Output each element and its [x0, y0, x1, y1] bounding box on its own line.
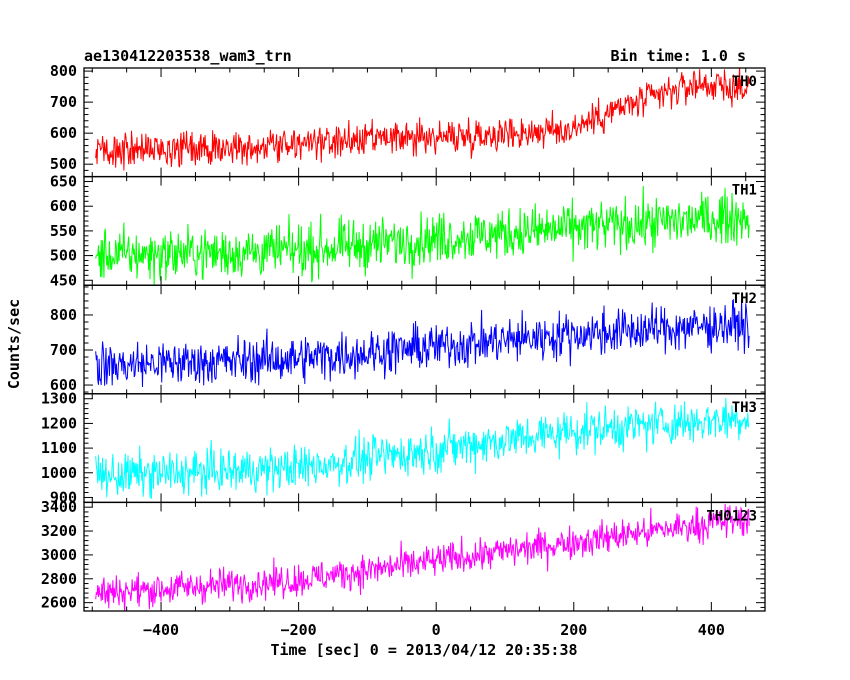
y-tick-label: 450 [50, 271, 77, 289]
y-tick-label: 2800 [41, 570, 77, 588]
x-axis-title: Time [sec] 0 = 2013/04/12 20:35:38 [270, 641, 577, 659]
y-tick-label: 1000 [41, 464, 77, 482]
y-tick-label: 800 [50, 306, 77, 324]
x-tick-label: −400 [143, 621, 179, 639]
y-tick-label: 550 [50, 222, 77, 240]
x-tick-label: 200 [560, 621, 587, 639]
y-tick-label: 650 [50, 173, 77, 191]
y-tick-label: 700 [50, 341, 77, 359]
y-tick-label: 1100 [41, 439, 77, 457]
y-tick-label: 1300 [41, 390, 77, 408]
panel-frame [83, 67, 766, 178]
y-tick-label: 2600 [41, 594, 77, 612]
y-tick-label: 500 [50, 155, 77, 173]
panel-th2: 600 700 800 TH2 [50, 284, 766, 395]
bin-time-label: Bin time: 1.0 s [611, 47, 746, 65]
panel-frame [83, 175, 766, 286]
y-tick-label: 700 [50, 93, 77, 111]
series-line-th2 [95, 298, 750, 388]
y-tick-label: 800 [50, 62, 77, 80]
y-tick-label: 900 [50, 488, 77, 506]
panel-frame [83, 501, 766, 612]
x-tick-label: 0 [432, 621, 441, 639]
panel-th0123: 2600 2800 3000 3200 3400 TH0123 [41, 498, 766, 612]
y-tick-label: 600 [50, 124, 77, 142]
y-tick-label: 500 [50, 247, 77, 265]
y-tick-label: 3400 [41, 498, 77, 516]
panel-label: TH1 [732, 183, 757, 199]
y-tick-label: 600 [50, 197, 77, 215]
panel-label: TH3 [732, 400, 757, 416]
panel-th0: 500 600 700 800 TH0 [50, 62, 766, 178]
panel-label: TH0123 [706, 508, 757, 524]
x-tick-label: −200 [281, 621, 317, 639]
panel-label: TH2 [732, 291, 757, 307]
x-axis: −400 −200 0 200 400 [143, 621, 725, 639]
series-line-th1 [95, 185, 750, 286]
x-tick-label: 400 [698, 621, 725, 639]
panel-th1: 450 500 550 600 650 TH1 [50, 173, 766, 289]
panel-th3: 900 1000 1100 1200 1300 TH3 [41, 390, 766, 506]
series-line-th3 [95, 397, 750, 499]
panel-label: TH0 [732, 74, 757, 90]
y-tick-label: 3200 [41, 522, 77, 540]
series-line-th0123 [95, 503, 750, 611]
panels-group: 500 600 700 800 TH0 450 500 550 600 650 TH1 600 700 8… [41, 62, 766, 612]
chart-title: ae130412203538_wam3_trn [84, 47, 292, 65]
y-tick-label: 3000 [41, 546, 77, 564]
y-tick-label: 600 [50, 376, 77, 394]
series-line-th0 [95, 68, 750, 171]
y-tick-label: 1200 [41, 414, 77, 432]
y-axis-title: Counts/sec [5, 299, 23, 389]
